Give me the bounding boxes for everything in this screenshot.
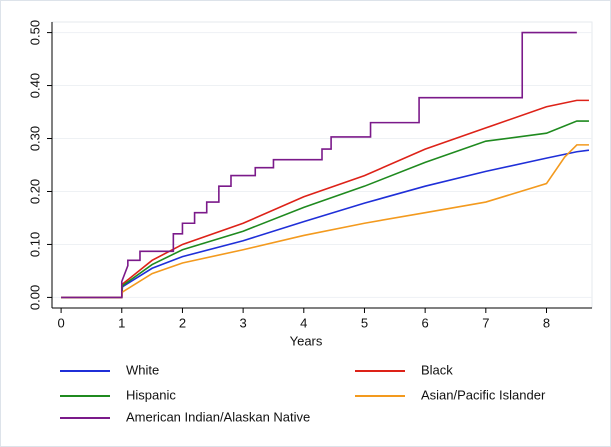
legend-label: American Indian/Alaskan Native (126, 409, 310, 424)
legend-label: Hispanic (126, 387, 176, 402)
series-line (61, 144, 589, 299)
x-tick-label: 5 (361, 315, 368, 330)
x-tick-label: 7 (482, 315, 489, 330)
legend-label: Asian/Pacific Islander (421, 387, 546, 402)
y-tick-label: 0.30 (27, 126, 42, 151)
x-tick-label: 6 (422, 315, 429, 330)
x-tick-label: 8 (543, 315, 550, 330)
y-tick-label: 0.00 (27, 285, 42, 310)
x-tick-label: 1 (118, 315, 125, 330)
x-tick-label: 4 (300, 315, 307, 330)
x-tick-label: 2 (179, 315, 186, 330)
x-axis-label: Years (290, 333, 323, 348)
y-tick-label: 0.10 (27, 232, 42, 257)
legend-label: Black (421, 362, 453, 377)
y-tick-label: 0.50 (27, 20, 42, 45)
series-line (61, 31, 577, 299)
y-tick-label: 0.20 (27, 179, 42, 204)
x-tick-label: 3 (240, 315, 247, 330)
x-tick-label: 0 (57, 315, 64, 330)
legend-label: White (126, 362, 159, 377)
y-tick-label: 0.40 (27, 73, 42, 98)
